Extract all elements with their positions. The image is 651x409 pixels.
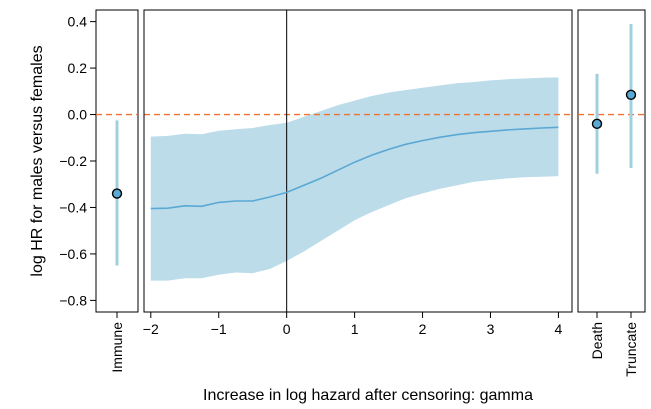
panel-death-truncate (577, 9, 646, 313)
panel-frame-death-truncate (577, 9, 646, 313)
panel-immune (95, 9, 139, 313)
x-tick-label: −1 (211, 321, 227, 337)
y-axis: −0.8 −0.6 −0.4 −0.2 0.0 0.2 0.4 (59, 14, 96, 308)
y-tick-label: 0.4 (68, 14, 88, 30)
x-tick-label: 3 (487, 321, 495, 337)
panel-frame-sensitivity (143, 9, 573, 313)
category-label-death: Death (589, 322, 605, 359)
panel-sensitivity (143, 9, 573, 313)
x-tick-label: 0 (283, 321, 291, 337)
x-tick-label: −2 (143, 321, 159, 337)
category-label-immune: Immune (109, 322, 125, 373)
estimate-line (150, 126, 559, 210)
point-death (591, 118, 603, 130)
y-tick-label: −0.4 (59, 199, 87, 215)
y-tick-label: −0.6 (59, 246, 87, 262)
y-tick-label: 0.0 (68, 107, 88, 123)
point-immune (111, 188, 123, 199)
x-axis: −2 −1 0 1 2 3 4 (143, 312, 563, 337)
point-truncate (625, 89, 637, 100)
y-tick-label: 0.2 (68, 60, 88, 76)
x-axis-title: Increase in log hazard after censoring: … (203, 387, 533, 404)
y-tick-label: −0.8 (59, 292, 87, 308)
x-tick-label: 2 (419, 321, 427, 337)
confidence-band (150, 77, 559, 281)
x-tick-label: 4 (555, 321, 563, 337)
category-label-truncate: Truncate (623, 322, 639, 377)
category-axis: Immune Death Truncate (109, 312, 639, 377)
y-axis-title: log HR for males versus females (29, 45, 46, 276)
y-tick-label: −0.2 (59, 153, 87, 169)
x-tick-label: 1 (351, 321, 359, 337)
